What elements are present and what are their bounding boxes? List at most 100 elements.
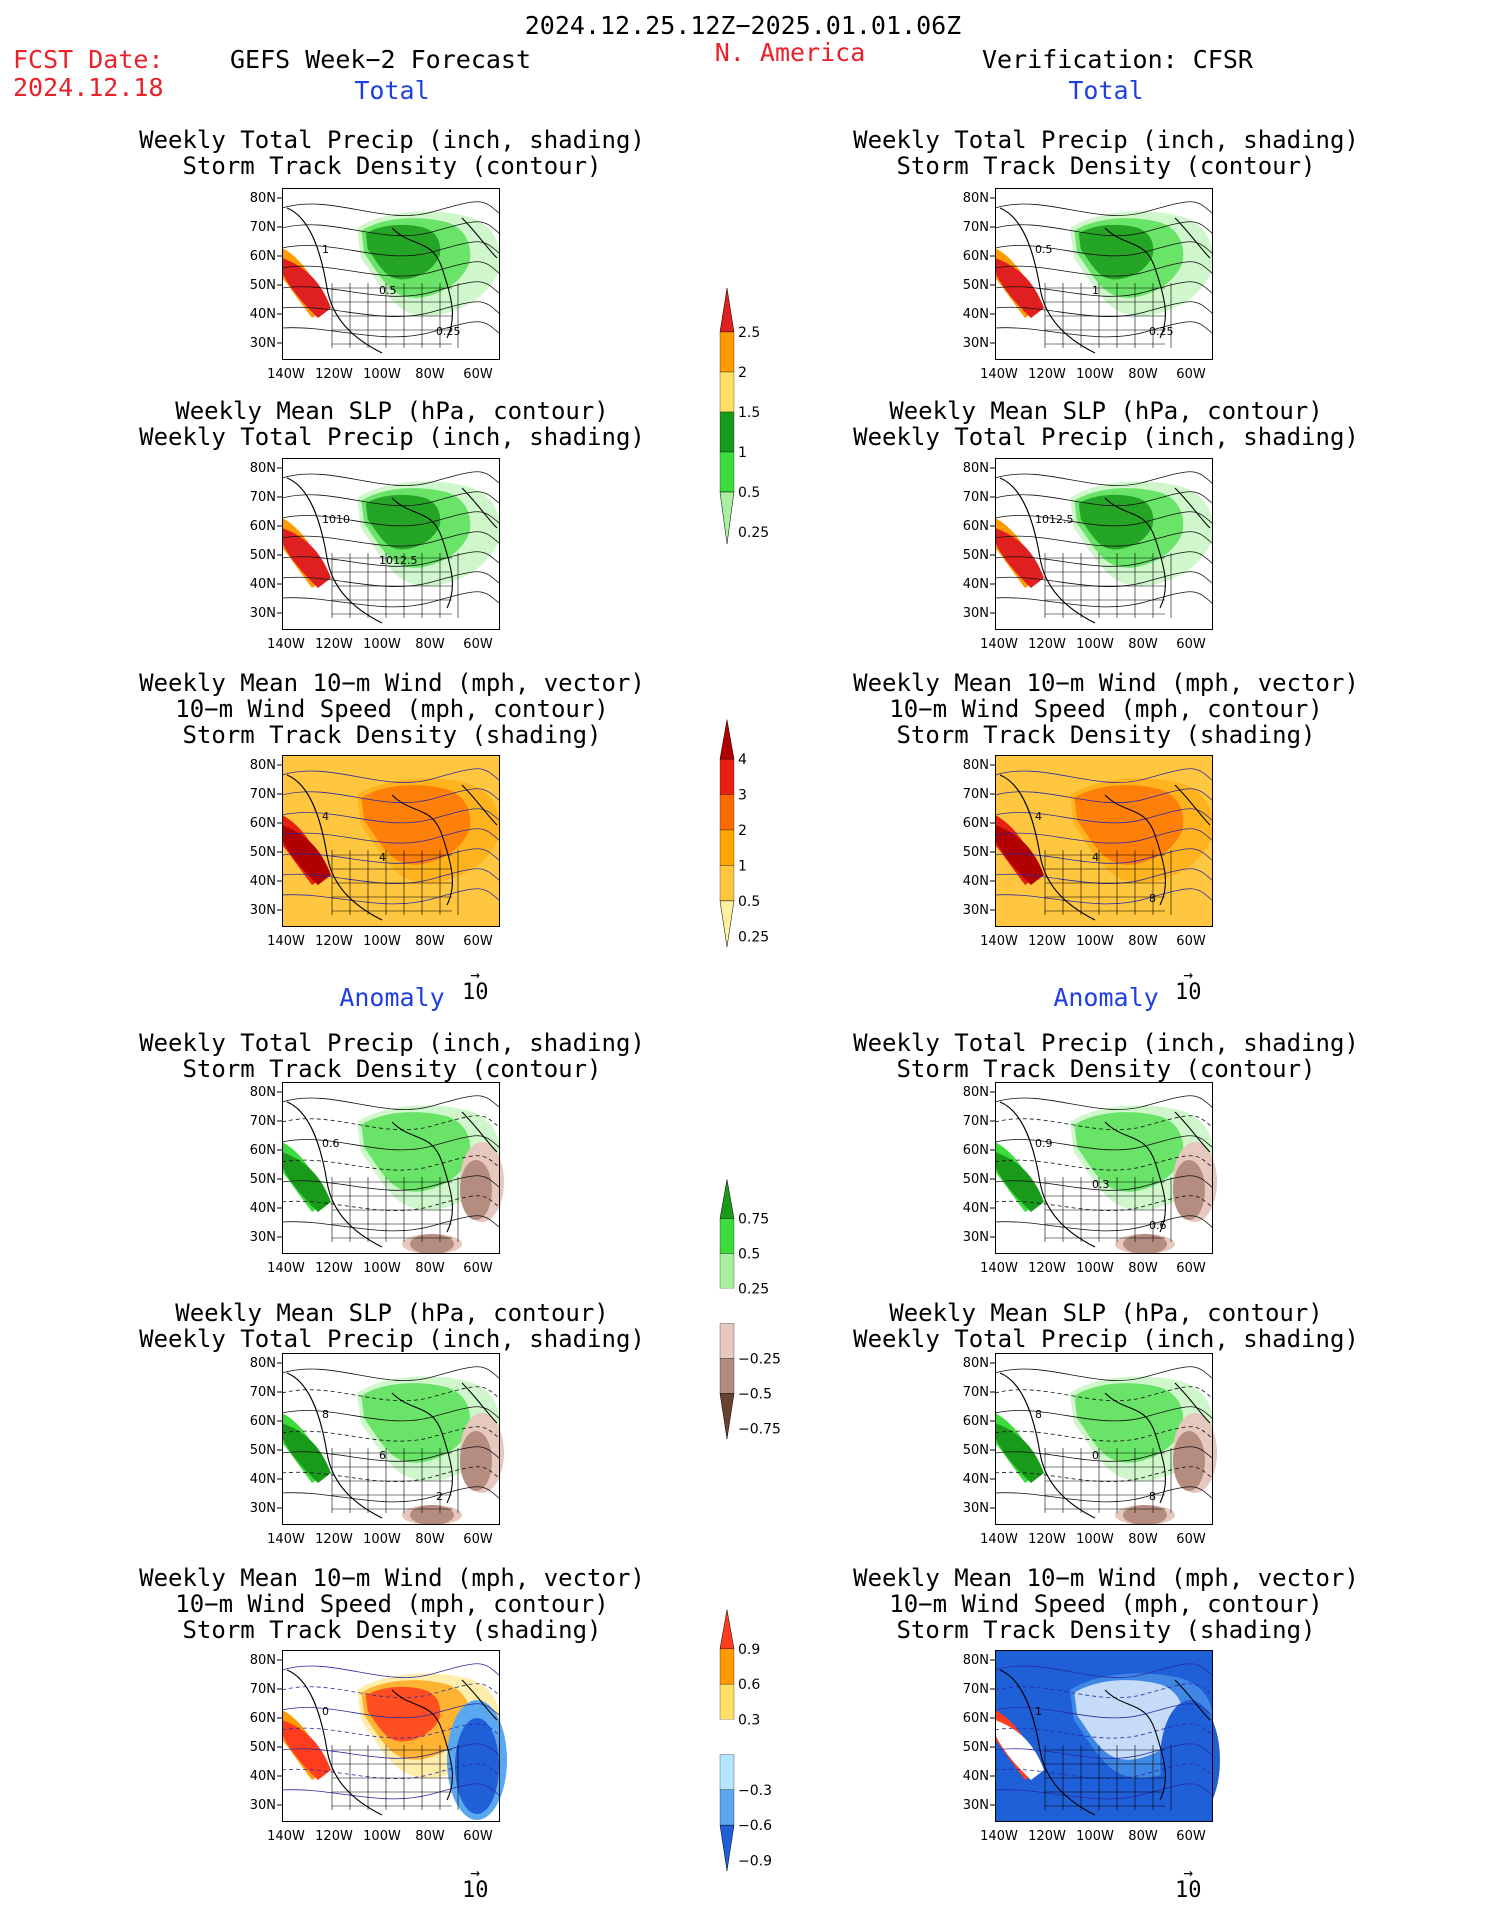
panel-title-line: Weekly Mean 10−m Wind (mph, vector) — [853, 1564, 1359, 1592]
colorbar-label: −0.75 — [738, 1422, 781, 1438]
dry-anomaly-shading — [460, 1431, 492, 1491]
lat-label: 30N — [963, 1501, 989, 1516]
contour-line — [281, 321, 501, 338]
map-frame — [282, 1082, 500, 1254]
shading-region — [361, 1383, 471, 1463]
map-frame — [282, 1650, 500, 1822]
panel-title-line: Storm Track Density (shading) — [182, 1616, 602, 1644]
verification-title: Verification: CFSR — [982, 45, 1253, 74]
panel-title: Weekly Mean SLP (hPa, contour) Weekly Tot… — [139, 398, 645, 450]
lon-label: 80W — [1128, 1829, 1158, 1844]
panel-title-line: Storm Track Density (contour) — [182, 152, 602, 180]
colorbar-swatch — [720, 1288, 734, 1324]
lat-label: 80N — [250, 191, 276, 206]
contour-line — [994, 888, 1214, 905]
contour-line — [994, 201, 1214, 216]
shading-region — [365, 1686, 441, 1742]
lon-label: 140W — [267, 637, 305, 652]
lat-label: 70N — [963, 787, 989, 802]
lon-label: 80W — [1128, 367, 1158, 382]
map-frame — [995, 458, 1213, 630]
shading-region — [1074, 1680, 1184, 1760]
colorbar-label: 1 — [738, 858, 747, 874]
panel-title-line: Weekly Mean 10−m Wind (mph, vector) — [139, 669, 645, 697]
contour-line — [281, 1195, 501, 1211]
lon-label: 80W — [1128, 934, 1158, 949]
colorbar-swatch — [719, 829, 735, 866]
colorbar-label: −0.6 — [738, 1818, 772, 1834]
lat-label: 80N — [250, 461, 276, 476]
map-panel-vf-total-slp: 1012.5 80N 70N 60N 50N 40N 30N 140W 120W 100W 80W 6… — [953, 452, 1223, 654]
lon-label: 140W — [267, 1261, 305, 1276]
dry-anomaly-shading — [1173, 1160, 1205, 1220]
contour-line — [994, 221, 1214, 236]
contour-line — [281, 491, 501, 506]
panel-title-line: Weekly Total Precip (inch, shading) — [853, 1029, 1359, 1057]
shading-region — [361, 785, 471, 865]
lon-label: 120W — [315, 1261, 353, 1276]
contour-line — [994, 768, 1214, 783]
lon-label: 60W — [463, 367, 493, 382]
colorbar-swatch — [719, 794, 735, 831]
panel-title-line: Weekly Mean SLP (hPa, contour) — [175, 397, 609, 425]
colorbar-label: 2 — [738, 823, 747, 839]
contour-line — [281, 1095, 501, 1110]
lat-label: 60N — [963, 249, 989, 264]
colorbar-swatch — [719, 1824, 735, 1871]
contour-line — [994, 1215, 1214, 1232]
arrow-right-icon: → — [1183, 1863, 1194, 1882]
contour-label: 6 — [379, 1449, 386, 1462]
lat-label: 40N — [250, 1201, 276, 1216]
contour-line — [281, 1743, 501, 1759]
section-total-forecast: Total — [354, 76, 430, 105]
contour-line — [994, 1386, 1214, 1401]
colorbar-swatch — [719, 371, 735, 413]
arrow-right-icon: → — [470, 1863, 481, 1882]
shading-region — [1078, 494, 1154, 550]
panel-title: Weekly Mean 10−m Wind (mph, vector) 10−m … — [853, 670, 1359, 748]
colorbar-label: 0.5 — [738, 1247, 760, 1263]
lon-label: 60W — [1176, 367, 1206, 382]
colorbar-label: −0.9 — [738, 1853, 772, 1869]
lon-label: 60W — [463, 934, 493, 949]
lat-label: 80N — [250, 758, 276, 773]
contour-line — [994, 281, 1214, 297]
contour-label: 1 — [1092, 284, 1099, 297]
lat-label: 40N — [250, 874, 276, 889]
lon-label: 120W — [315, 1532, 353, 1547]
contour-label: 8 — [1035, 1408, 1042, 1421]
panel-title-line: Weekly Mean SLP (hPa, contour) — [889, 397, 1323, 425]
contour-line — [281, 1155, 501, 1171]
lat-label: 60N — [963, 519, 989, 534]
coastal-shading — [282, 1720, 331, 1780]
arrow-right-icon: → — [1183, 965, 1194, 984]
contour-label: 0.5 — [379, 284, 397, 297]
lon-label: 140W — [980, 1829, 1018, 1844]
panel-title-line: Weekly Mean SLP (hPa, contour) — [889, 1299, 1323, 1327]
lon-label: 80W — [415, 1261, 445, 1276]
lat-label: 60N — [250, 816, 276, 831]
contour-label: 1 — [322, 243, 329, 256]
colorbar-label: 0.25 — [738, 525, 769, 541]
lon-label: 100W — [363, 1261, 401, 1276]
dry-anomaly-shading — [1123, 1505, 1167, 1525]
colorbar-swatch — [719, 287, 735, 333]
contour-label: 1012.5 — [1035, 513, 1074, 526]
lat-label: 30N — [963, 903, 989, 918]
contour-label: 8 — [1149, 1490, 1156, 1503]
lat-label: 60N — [963, 816, 989, 831]
lon-label: 140W — [980, 934, 1018, 949]
colorbar-swatch — [719, 900, 735, 947]
contour-line — [281, 1723, 501, 1739]
arrow-right-icon: → — [470, 965, 481, 984]
map-frame — [995, 1082, 1213, 1254]
lon-label: 140W — [980, 1261, 1018, 1276]
contour-label: 0.5 — [1035, 243, 1053, 256]
colorbar-swatch — [719, 411, 735, 453]
shading-region — [365, 494, 441, 550]
contour-line — [994, 868, 1214, 884]
panel-title-line: Storm Track Density (contour) — [182, 1055, 602, 1083]
shading-region — [365, 224, 441, 280]
vector-reference: → 10 — [1175, 1863, 1202, 1904]
colorbar-swatch — [719, 1393, 735, 1440]
